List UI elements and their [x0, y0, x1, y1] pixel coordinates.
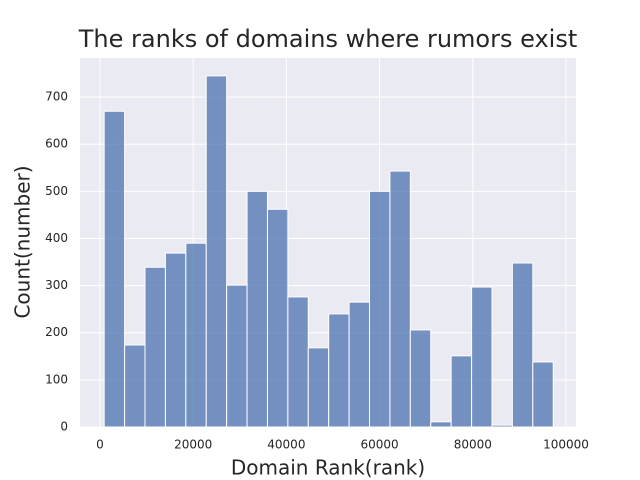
y-tick-label: 0	[60, 420, 68, 434]
x-tick-label: 40000	[267, 438, 305, 452]
bar	[450, 355, 473, 428]
bar	[287, 296, 309, 428]
x-tick-label: 100000	[543, 438, 589, 452]
y-tick-label: 600	[45, 137, 68, 151]
y-tick-label: 100	[45, 372, 68, 386]
y-axis-label: Count(number)	[11, 165, 35, 318]
bar	[430, 421, 452, 428]
bar	[369, 190, 391, 428]
x-tick-label: 20000	[174, 438, 212, 452]
bar	[226, 284, 248, 428]
bar	[205, 75, 228, 428]
bar	[307, 347, 330, 428]
bar	[124, 344, 146, 428]
bar	[164, 252, 187, 428]
bar	[511, 262, 534, 428]
bar	[491, 424, 513, 428]
bar	[328, 313, 350, 428]
x-axis-label: Domain Rank(rank)	[231, 456, 425, 480]
y-tick-label: 700	[45, 90, 68, 104]
bar	[103, 110, 126, 428]
bar	[409, 329, 432, 428]
y-tick-label: 200	[45, 325, 68, 339]
bar	[185, 242, 207, 428]
chart-title: The ranks of domains where rumors exist	[78, 25, 577, 53]
bar	[532, 361, 554, 428]
x-tick-label: 0	[96, 438, 104, 452]
x-tick-label: 60000	[360, 438, 398, 452]
bar	[471, 286, 493, 428]
x-tick-label: 80000	[454, 438, 492, 452]
bar	[348, 301, 371, 428]
y-tick-label: 500	[45, 184, 68, 198]
bar	[246, 190, 268, 428]
bar	[144, 266, 166, 428]
y-tick-label: 300	[45, 278, 68, 292]
y-tick-label: 400	[45, 231, 68, 245]
bar	[266, 208, 289, 428]
bar	[389, 170, 411, 428]
